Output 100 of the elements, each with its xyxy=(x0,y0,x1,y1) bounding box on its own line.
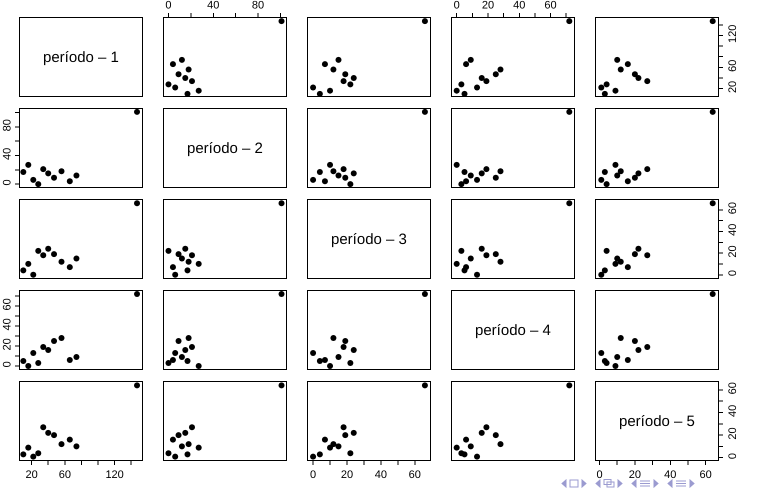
point xyxy=(604,181,610,188)
point xyxy=(635,170,642,176)
point xyxy=(618,66,624,72)
point xyxy=(134,382,140,388)
point xyxy=(178,354,185,360)
text: período – 3 xyxy=(331,231,407,248)
point xyxy=(51,251,58,258)
point xyxy=(598,84,604,91)
point xyxy=(340,424,347,430)
point xyxy=(614,56,620,63)
point xyxy=(483,252,490,258)
text: período – 1 xyxy=(43,49,119,66)
point xyxy=(644,166,650,172)
x-tick-label: 40 xyxy=(207,0,220,12)
point xyxy=(310,84,316,91)
point xyxy=(172,84,178,91)
y-tick-label: 40 xyxy=(2,148,14,160)
point xyxy=(347,181,354,188)
x-tick-label: 80 xyxy=(252,0,264,12)
y-tick-label: 0 xyxy=(2,361,14,368)
point xyxy=(474,272,480,278)
x-tick-label: 0 xyxy=(310,469,316,482)
point xyxy=(316,451,323,458)
point xyxy=(644,344,650,350)
point xyxy=(58,335,64,341)
point xyxy=(172,272,178,278)
point xyxy=(170,264,176,270)
point xyxy=(463,178,470,184)
point xyxy=(45,170,52,176)
point xyxy=(30,454,36,460)
point xyxy=(468,256,474,262)
point xyxy=(602,267,608,274)
point xyxy=(612,260,618,267)
point xyxy=(196,363,202,369)
point xyxy=(58,258,64,265)
point xyxy=(184,358,190,364)
point xyxy=(483,78,490,84)
point xyxy=(340,78,347,84)
point xyxy=(176,251,182,258)
point xyxy=(327,162,334,168)
y-tick-label: 60 xyxy=(2,298,14,310)
point xyxy=(350,74,357,81)
point xyxy=(310,350,316,356)
point xyxy=(25,444,32,451)
y-tick-label: 120 xyxy=(727,24,740,44)
x-tick-label: 40 xyxy=(513,0,526,12)
point xyxy=(632,338,638,344)
point xyxy=(172,454,178,460)
x-tick-label: 20 xyxy=(482,0,494,12)
x-tick-label: 120 xyxy=(105,469,124,482)
point xyxy=(612,363,618,369)
point xyxy=(178,56,185,63)
point xyxy=(492,251,499,258)
point xyxy=(454,162,460,168)
point xyxy=(566,18,572,24)
point xyxy=(342,432,348,438)
point xyxy=(458,81,464,88)
annotation: período – 5 xyxy=(619,413,695,430)
point xyxy=(45,347,52,353)
x-tick-label: 60 xyxy=(58,469,71,482)
point xyxy=(454,88,460,94)
point xyxy=(614,172,620,179)
point xyxy=(462,451,468,458)
point xyxy=(458,248,464,254)
point xyxy=(463,436,470,443)
point xyxy=(336,354,342,360)
point xyxy=(316,168,323,175)
point xyxy=(422,382,428,388)
point xyxy=(632,251,638,258)
point xyxy=(20,168,26,175)
point xyxy=(170,61,176,68)
point xyxy=(350,170,357,176)
point xyxy=(73,443,80,450)
point xyxy=(40,166,46,172)
y-tick-label: 80 xyxy=(2,119,14,132)
point xyxy=(342,338,348,344)
y-tick-label: 20 xyxy=(727,427,740,440)
point xyxy=(134,108,140,115)
point xyxy=(644,78,650,84)
y-tick-label: 40 xyxy=(727,404,740,417)
x-tick-label: 0 xyxy=(454,0,460,12)
point xyxy=(497,441,504,448)
point xyxy=(316,358,323,364)
point xyxy=(336,172,342,179)
point xyxy=(184,267,190,274)
point xyxy=(624,264,631,270)
point xyxy=(40,424,46,430)
point xyxy=(492,174,499,181)
point xyxy=(635,347,642,353)
point xyxy=(182,74,188,81)
point xyxy=(340,166,347,172)
y-tick-label: 0 xyxy=(727,270,740,276)
point xyxy=(186,335,192,341)
point xyxy=(604,81,610,88)
y-tick-label: 60 xyxy=(727,382,740,394)
point xyxy=(45,246,52,252)
point xyxy=(347,450,354,456)
point xyxy=(342,174,348,181)
point xyxy=(182,430,188,436)
x-tick-label: 20 xyxy=(25,469,38,482)
